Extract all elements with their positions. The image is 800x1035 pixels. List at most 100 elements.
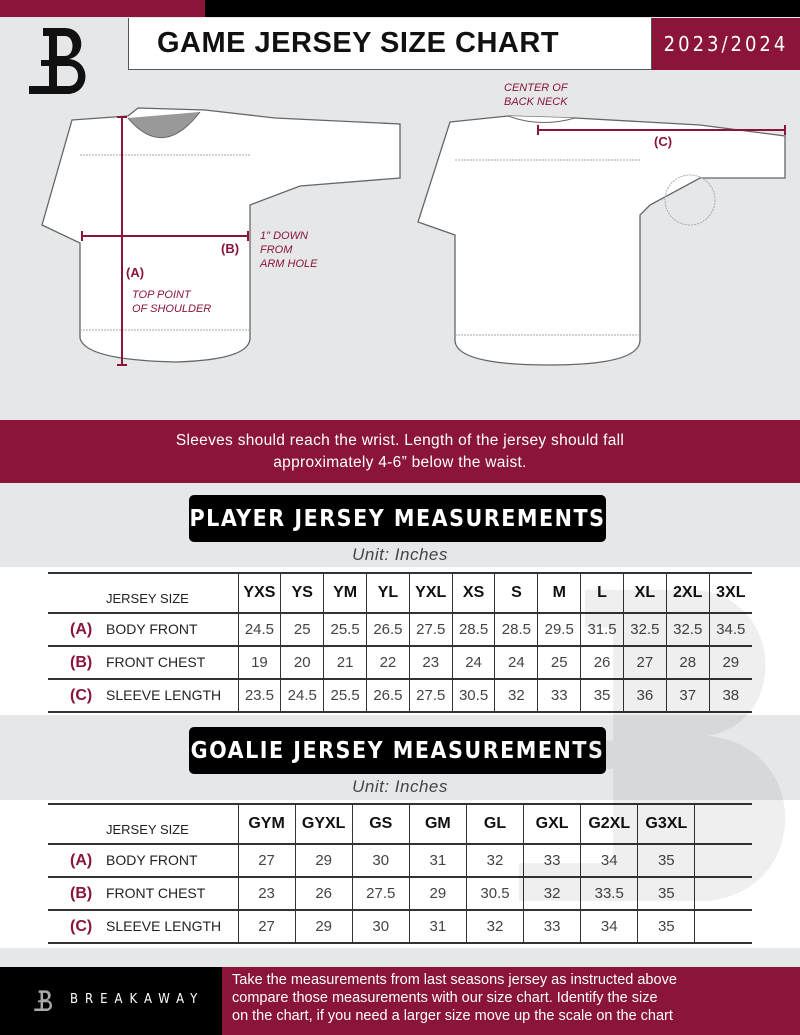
measurement-cell: 24.5 (237, 613, 281, 646)
measurement-cell: 33 (537, 679, 581, 712)
row-name: SLEEVE LENGTH (106, 917, 222, 934)
measurement-cell (694, 877, 752, 910)
goalie-table: JERSEY SIZE GYMGYXLGSGMGLGXLG2XLG3XL (A) BO… (48, 803, 752, 944)
measurement-cell: 33 (523, 910, 581, 943)
instruction-line: Sleeves should reach the wrist. Length o… (175, 432, 625, 449)
jersey-diagram (41, 107, 786, 366)
measurement-cell (694, 844, 752, 877)
measurement-cell: 26.5 (366, 679, 410, 712)
measurement-cell: 34 (580, 844, 638, 877)
measurement-cell: 25 (537, 646, 581, 679)
measurement-cell: 29 (708, 646, 752, 679)
row-label: (C) SLEEVE LENGTH (48, 679, 238, 712)
row-name: SLEEVE LENGTH (106, 686, 222, 703)
size-header: JERSEY SIZE (106, 821, 189, 837)
measurement-cell: 24.5 (280, 679, 324, 712)
size-header-cell: YS (280, 573, 324, 613)
size-header-cell (694, 804, 752, 844)
measurement-cell: 33 (523, 844, 581, 877)
brand-logo (29, 28, 86, 94)
size-header-cell: 3XL (708, 573, 752, 613)
size-header-cell: M (537, 573, 581, 613)
player-section-title: PLAYER JERSEY MEASUREMENTS (189, 495, 606, 542)
footer-instructions: Take the measurements from last seasons … (222, 967, 800, 1035)
row-name: FRONT CHEST (106, 884, 206, 901)
measurement-cell: 38 (708, 679, 752, 712)
measurement-cell: 36 (622, 679, 667, 712)
table-row: (C) SLEEVE LENGTH 27 29 30 31 32 33 34 35 (48, 910, 752, 943)
page-title: GAME JERSEY SIZE CHART (157, 27, 560, 59)
size-header-cell: GYM (237, 804, 296, 844)
measurement-cell: 28.5 (451, 613, 495, 646)
measurement-cell: 30.5 (451, 679, 495, 712)
row-label: (A) BODY FRONT (48, 613, 238, 646)
size-header-cell: YXS (237, 573, 281, 613)
measurement-cell: 20 (280, 646, 324, 679)
goalie-section-title: GOALIE JERSEY MEASUREMENTS (189, 727, 606, 774)
watermark-logo (518, 589, 786, 901)
label-c: (C) (654, 134, 673, 149)
top-accent-bar (0, 0, 205, 17)
measurement-cell: 35 (637, 844, 695, 877)
armhole-note: 1" DOWN FROM ARM HOLE (260, 229, 317, 271)
size-header-cell: 2XL (665, 573, 710, 613)
header-row: JERSEY SIZE YXSYSYMYLYXLXSSMLXL2XL3XL (48, 573, 752, 613)
size-header-cell: YL (366, 573, 410, 613)
measurement-cell: 33.5 (580, 877, 638, 910)
label-a: (A) (126, 265, 145, 280)
note-line: TOP POINT (132, 289, 191, 301)
row-code: (B) (70, 884, 93, 902)
player-table: JERSEY SIZE YXSYSYMYLYXLXSSMLXL2XL3XL (A) B… (48, 572, 752, 713)
note-line: ARM HOLE (260, 258, 318, 270)
back-neck-note: CENTER OF BACK NECK (504, 81, 568, 109)
note-line: CENTER OF (504, 82, 568, 94)
footer-line: on the chart, if you need a larger size … (232, 1008, 673, 1024)
measurement-cell: 26 (580, 646, 624, 679)
measurement-cell (694, 910, 752, 943)
measurement-cell: 32.5 (665, 613, 710, 646)
measurement-cell: 32 (494, 679, 538, 712)
measurement-cell: 27.5 (408, 679, 453, 712)
measurement-cell: 29 (408, 877, 467, 910)
measurement-cell: 27 (622, 646, 667, 679)
footer-brand-name: BREAKAWAY (70, 992, 205, 1007)
size-header-cell: GXL (523, 804, 581, 844)
player-unit: Unit: Inches (352, 545, 448, 564)
measurement-cell: 35 (637, 910, 695, 943)
row-name: BODY FRONT (106, 851, 198, 868)
measurement-cell: 31.5 (580, 613, 624, 646)
measurement-cell: 32 (465, 910, 524, 943)
row-label: (A) BODY FRONT (48, 844, 238, 877)
title-box: GAME JERSEY SIZE CHART (128, 18, 652, 70)
measurement-cell: 32.5 (622, 613, 667, 646)
measurement-cell: 26 (294, 877, 353, 910)
size-header-cell: GM (408, 804, 467, 844)
measurement-cell: 29 (294, 910, 353, 943)
measurement-cell: 32 (523, 877, 581, 910)
size-header-cell: G3XL (637, 804, 695, 844)
measurement-cell: 24 (451, 646, 495, 679)
row-label: (B) FRONT CHEST (48, 877, 238, 910)
measurement-cell: 37 (665, 679, 710, 712)
measurement-cell: 21 (323, 646, 367, 679)
row-name: BODY FRONT (106, 620, 198, 637)
top-black-bar (205, 0, 800, 17)
note-line: OF SHOULDER (132, 303, 212, 315)
measurement-cell: 32 (465, 844, 524, 877)
measurement-cell: 25 (280, 613, 324, 646)
note-line: BACK NECK (504, 96, 568, 108)
measurement-cell: 22 (366, 646, 410, 679)
measurement-cell: 30 (351, 910, 410, 943)
measurement-cell: 19 (237, 646, 281, 679)
measurement-cell: 29 (294, 844, 353, 877)
table-row: (B)FRONT CHEST192021222324242526272829 (48, 646, 752, 679)
row-code: (A) (70, 620, 93, 638)
measurement-cell: 28 (665, 646, 710, 679)
footer-logo (34, 990, 53, 1012)
measurement-cell: 23 (408, 646, 453, 679)
row-code: (B) (70, 653, 93, 671)
note-line: FROM (260, 244, 293, 256)
measurement-cell: 29.5 (537, 613, 581, 646)
